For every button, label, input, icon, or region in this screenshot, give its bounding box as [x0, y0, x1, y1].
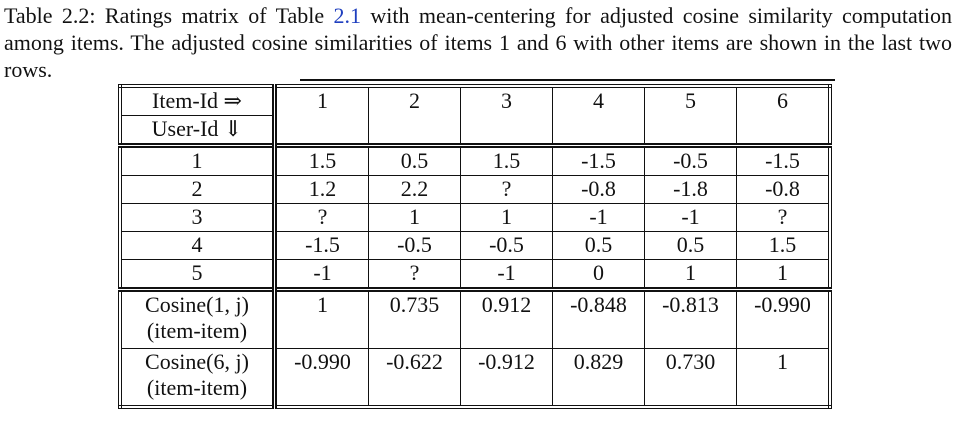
- cosine-cell: -0.912: [460, 348, 553, 408]
- cosine-cell: 1: [274, 289, 369, 349]
- caption-text: with mean-centering for adjusted cosine …: [4, 3, 953, 82]
- rating-cell: 1: [736, 259, 831, 290]
- rating-cell: -0.8: [736, 175, 831, 204]
- cosine-cell: 1: [736, 348, 831, 408]
- data-row: 5 -1? -1 0 1 1: [119, 259, 831, 290]
- user-id: 1: [119, 145, 277, 176]
- user-label: User-Id ⇓: [119, 115, 277, 146]
- item-id: 3: [460, 85, 553, 146]
- user-id: 5: [119, 259, 277, 290]
- table-header: Item-Id ⇒ 1 2 3 4 5 6 User-Id ⇓: [119, 85, 831, 146]
- user-id: 4: [119, 231, 277, 260]
- ratings-table: Item-Id ⇒ 1 2 3 4 5 6 User-Id ⇓ 1 1.5 0.5 1.5 -1.5-…: [118, 84, 832, 409]
- item-label: Item-Id ⇒: [119, 85, 277, 116]
- rating-cell: 1: [460, 203, 553, 232]
- user-id: 2: [119, 175, 277, 204]
- rating-cell: ?: [736, 203, 831, 232]
- rating-cell: -0.8: [552, 175, 645, 204]
- rating-cell: 1.2: [274, 175, 369, 204]
- cosine-label-line: Cosine(6, j): [145, 349, 249, 374]
- item-id: 5: [644, 85, 737, 146]
- cosine-label-line: (item-item): [146, 375, 248, 400]
- cosine-cell: -0.990: [736, 289, 831, 349]
- item-id: 1: [274, 85, 369, 146]
- cosine-label-line: Cosine(1, j): [145, 292, 249, 317]
- cosine-cell: 0.730: [644, 348, 737, 408]
- rating-cell: 1: [368, 203, 461, 232]
- rating-cell: -1: [644, 203, 737, 232]
- top-rule: [300, 79, 835, 81]
- cosine-label-line: (item-item): [146, 318, 248, 343]
- caption: Table 2.2: Ratings matrix of Table 2.1 w…: [4, 2, 952, 83]
- item-id: 4: [552, 85, 645, 146]
- item-id: 2: [368, 85, 461, 146]
- rating-cell: -1.8: [644, 175, 737, 204]
- cosine-label: Cosine(1, j) (item-item): [119, 289, 277, 349]
- rating-cell: 0.5: [368, 145, 461, 176]
- rating-cell: -1: [274, 259, 369, 290]
- rating-cell: 1.5: [460, 145, 553, 176]
- header-row: Item-Id ⇒ 1 2 3 4 5 6: [119, 85, 831, 146]
- cosine-cell: -0.848: [552, 289, 645, 349]
- cosine-row: Cosine(6, j) (item-item) -0.990 -0.622 -0.91…: [119, 348, 831, 408]
- rating-cell: ?: [460, 175, 553, 204]
- cosine-row: Cosine(1, j) (item-item) 1 0.735 0.912 -0.848…: [119, 289, 831, 349]
- rating-cell: -0.5: [460, 231, 553, 260]
- cosine-cell: 0.829: [552, 348, 645, 408]
- table-link[interactable]: 2.1: [333, 3, 362, 28]
- rating-cell: ?: [274, 203, 369, 232]
- rating-cell: -0.5: [368, 231, 461, 260]
- rating-cell: 1.5: [274, 145, 369, 176]
- cosine-cell: -0.990: [274, 348, 369, 408]
- cosine-cell: -0.813: [644, 289, 737, 349]
- user-id: 3: [119, 203, 277, 232]
- item-id: 6: [736, 85, 831, 146]
- rating-cell: -1.5: [736, 145, 831, 176]
- rating-cell: -1: [460, 259, 553, 290]
- rating-cell: 1.5: [736, 231, 831, 260]
- cosine-label: Cosine(6, j) (item-item): [119, 348, 277, 408]
- table-body: 1 1.5 0.5 1.5 -1.5 -0.5 -1.5 2 1.2 2.2? -0.8 -1.8 -0…: [119, 145, 831, 290]
- rating-cell: 0.5: [552, 231, 645, 260]
- rating-cell: -0.5: [644, 145, 737, 176]
- cosine-cell: 0.912: [460, 289, 553, 349]
- cosine-cell: -0.622: [368, 348, 461, 408]
- rating-cell: -1.5: [274, 231, 369, 260]
- rating-cell: -1: [552, 203, 645, 232]
- header-row: User-Id ⇓: [119, 115, 830, 146]
- data-row: 4 -1.5 -0.5 -0.5 0.5 0.5 1.5: [119, 231, 831, 260]
- caption-text: Table 2.2: Ratings matrix of Table: [4, 3, 334, 28]
- data-row: 1 1.5 0.5 1.5 -1.5 -0.5 -1.5: [119, 145, 831, 176]
- rating-cell: ?: [368, 259, 461, 290]
- cosine-rows: Cosine(1, j) (item-item) 1 0.735 0.912 -0.848…: [119, 289, 831, 408]
- rating-cell: -1.5: [552, 145, 645, 176]
- cosine-cell: 0.735: [368, 289, 461, 349]
- data-row: 3? 1 1 -1 -1?: [119, 203, 831, 232]
- rating-cell: 1: [644, 259, 737, 290]
- data-row: 2 1.2 2.2? -0.8 -1.8 -0.8: [119, 175, 831, 204]
- rating-cell: 2.2: [368, 175, 461, 204]
- rating-cell: 0: [552, 259, 645, 290]
- rating-cell: 0.5: [644, 231, 737, 260]
